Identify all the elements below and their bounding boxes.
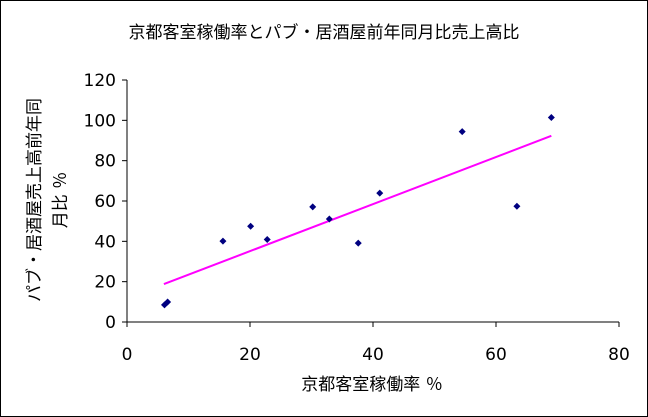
x-tick-label: 20 [239, 345, 261, 365]
y-axis-title: パブ・居酒屋売上高前年同 月比 ％ [24, 98, 71, 302]
data-point [547, 114, 555, 122]
y-axis-title-line-2: 月比 ％ [51, 172, 71, 228]
y-tick-label: 60 [94, 192, 116, 212]
data-point [263, 236, 271, 244]
trendline [163, 134, 552, 286]
x-axis-title: 京都客室稼働率 ％ [301, 375, 442, 395]
trendline-group [163, 134, 552, 286]
data-point [458, 128, 466, 136]
tick-labels: 0 20 40 60 80 100 120 0 20 40 60 80 [84, 71, 630, 365]
data-point [164, 298, 172, 306]
chart-title: 京都客室稼働率とパブ・居酒屋前年同月比売上高比 [129, 22, 520, 43]
y-tick-label: 100 [84, 111, 116, 131]
data-points [161, 114, 555, 309]
y-tick-label: 40 [94, 232, 116, 252]
y-tick-label: 120 [84, 71, 116, 91]
data-point [325, 215, 333, 223]
data-point [309, 203, 317, 211]
x-tick-label: 40 [362, 345, 384, 365]
axes [122, 79, 620, 327]
x-tick-label: 80 [608, 345, 630, 365]
y-tick-label: 80 [94, 152, 116, 172]
x-tick-label: 0 [122, 345, 133, 365]
x-tick-label: 60 [485, 345, 507, 365]
data-point [247, 222, 255, 230]
y-axis-title-line-1: パブ・居酒屋売上高前年同 [24, 98, 45, 302]
y-tick-label: 20 [94, 273, 116, 293]
data-point [219, 237, 227, 245]
data-point [376, 189, 384, 197]
data-point [354, 239, 362, 247]
data-point [513, 202, 521, 210]
y-tick-label: 0 [105, 313, 116, 333]
